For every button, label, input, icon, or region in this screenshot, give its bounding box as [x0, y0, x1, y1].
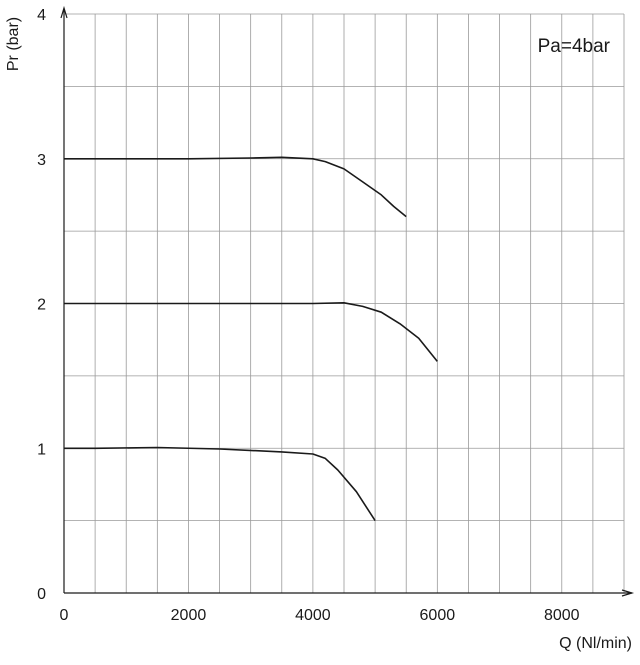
x-tick-label: 4000	[295, 607, 331, 624]
x-tick-label: 2000	[171, 607, 207, 624]
y-axis-title: Pr (bar)	[5, 17, 22, 71]
series-line	[64, 446, 376, 522]
pressure-annotation: Pa=4bar	[538, 36, 611, 57]
y-axis-arrow	[60, 5, 68, 19]
y-tick-label: 4	[37, 7, 46, 24]
y-tick-label: 1	[37, 441, 46, 458]
y-tick-label: 3	[37, 152, 46, 169]
x-tick-label: 0	[60, 607, 69, 624]
x-axis-title: Q (Nl/min)	[559, 635, 632, 652]
x-axis-arrow	[621, 589, 635, 597]
axes	[60, 5, 635, 597]
grid-lines	[64, 13, 625, 593]
series-line	[64, 156, 407, 218]
data-series	[64, 156, 438, 522]
x-tick-label: 6000	[420, 607, 456, 624]
tick-labels: 0 2000 4000 6000 8000 0 1 2 3 4	[37, 7, 580, 624]
y-tick-label: 0	[37, 586, 46, 603]
series-line	[64, 302, 438, 362]
x-tick-label: 8000	[544, 607, 580, 624]
y-tick-label: 2	[37, 297, 46, 314]
